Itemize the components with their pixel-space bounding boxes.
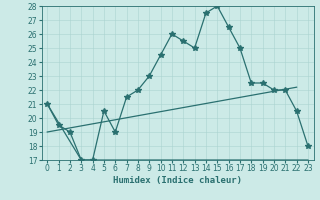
X-axis label: Humidex (Indice chaleur): Humidex (Indice chaleur) bbox=[113, 176, 242, 185]
